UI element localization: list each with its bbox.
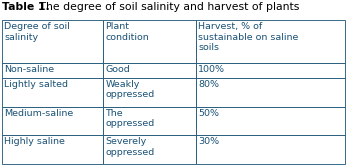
Text: Severely
oppressed: Severely oppressed — [106, 137, 155, 157]
Text: The degree of soil salinity and harvest of plants: The degree of soil salinity and harvest … — [36, 2, 299, 12]
Text: Harvest, % of
sustainable on saline
soils: Harvest, % of sustainable on saline soil… — [198, 22, 299, 52]
Bar — [196, 135, 345, 164]
Bar — [2, 107, 103, 135]
Text: 50%: 50% — [198, 109, 219, 118]
Text: Lightly salted: Lightly salted — [4, 80, 68, 89]
Bar — [103, 107, 196, 135]
Bar — [103, 20, 196, 63]
Bar — [2, 63, 103, 78]
Bar — [196, 78, 345, 107]
Text: Degree of soil
salinity: Degree of soil salinity — [4, 22, 70, 42]
Bar — [103, 63, 196, 78]
Bar — [2, 78, 103, 107]
Text: 80%: 80% — [198, 80, 219, 89]
Text: Table 1.: Table 1. — [2, 2, 49, 12]
Text: Weakly
oppressed: Weakly oppressed — [106, 80, 155, 99]
Text: Good: Good — [106, 65, 130, 74]
Text: The
oppressed: The oppressed — [106, 109, 155, 128]
Bar — [103, 78, 196, 107]
Text: Highly saline: Highly saline — [4, 137, 65, 146]
Bar — [2, 20, 103, 63]
Text: Non-saline: Non-saline — [4, 65, 54, 74]
Bar — [196, 20, 345, 63]
Bar — [196, 63, 345, 78]
Text: 100%: 100% — [198, 65, 225, 74]
Bar — [103, 135, 196, 164]
Bar — [196, 107, 345, 135]
Bar — [2, 135, 103, 164]
Text: 30%: 30% — [198, 137, 219, 146]
Text: Medium-saline: Medium-saline — [4, 109, 73, 118]
Text: Plant
condition: Plant condition — [106, 22, 149, 42]
